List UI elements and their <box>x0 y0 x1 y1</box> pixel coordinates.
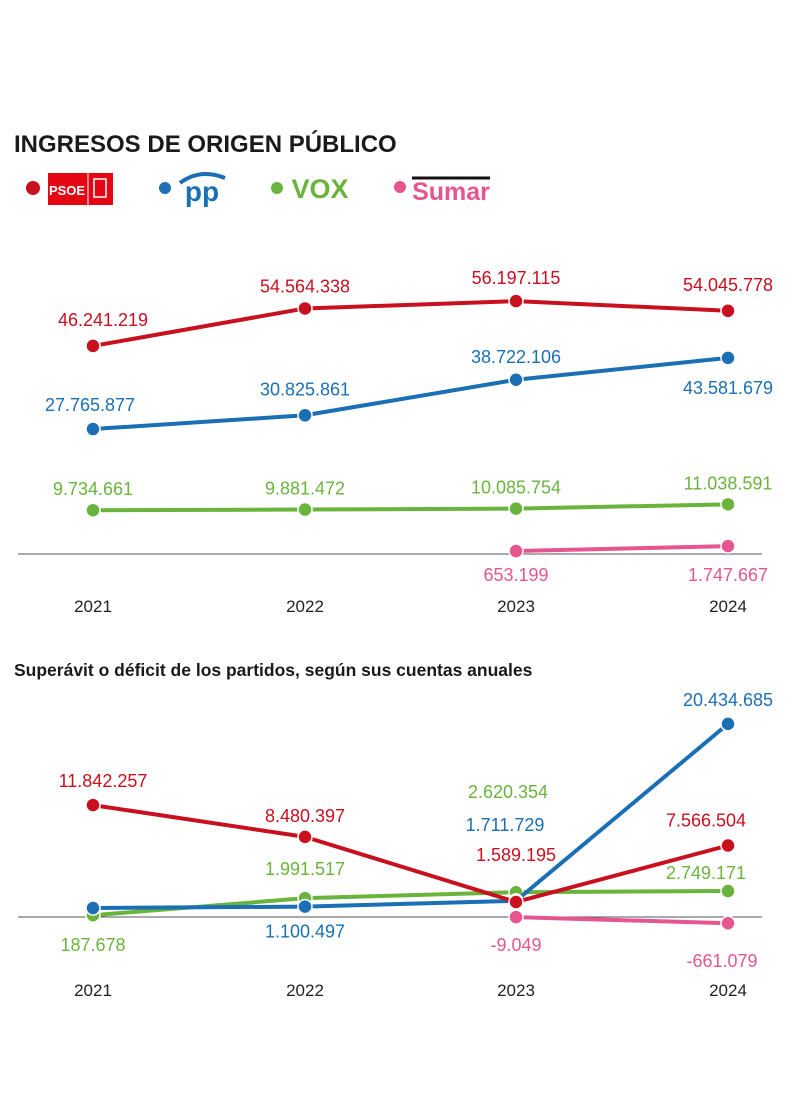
data-point-psoe <box>85 797 101 813</box>
data-label-pp: 20.434.685 <box>683 690 773 710</box>
data-point-sumar <box>508 543 524 559</box>
data-label-pp: 1.711.729 <box>466 815 545 835</box>
plot-1: 2021 2022 2023 2024 46.241.219 54.564.338 56.1… <box>18 268 773 616</box>
series-line-psoe <box>92 299 729 348</box>
x-tick-label: 2024 <box>709 981 747 1000</box>
x-tick-label: 2023 <box>497 981 535 1000</box>
series-line-vox <box>92 502 729 513</box>
data-label-psoe: 1.589.195 <box>476 845 556 865</box>
legend-pp: pp <box>159 172 226 207</box>
data-label-psoe: 46.241.219 <box>58 310 148 330</box>
data-label-vox: 9.881.472 <box>265 479 345 499</box>
data-label-vox: 1.991.517 <box>265 859 345 879</box>
data-label-vox: 9.734.661 <box>53 479 133 499</box>
sumar-logo-text: Sumar <box>412 178 490 206</box>
data-point-psoe <box>297 829 313 845</box>
series-line-pp <box>92 355 729 432</box>
data-point-vox <box>720 883 736 899</box>
x-tick-label: 2021 <box>74 981 112 1000</box>
data-label-pp: 27.765.877 <box>45 395 135 415</box>
data-label-vox: 187.678 <box>60 935 125 955</box>
legend-marker-vox <box>271 182 283 194</box>
data-label-vox: 2.620.354 <box>468 782 548 802</box>
data-label-vox: 11.038.591 <box>684 473 773 493</box>
data-label-vox: 2.749.171 <box>666 863 746 883</box>
data-point-sumar <box>720 915 736 931</box>
data-point-psoe <box>297 300 313 317</box>
data-point-psoe <box>508 894 524 910</box>
data-label-psoe: 7.566.504 <box>666 810 746 830</box>
data-point-sumar <box>720 538 736 554</box>
data-label-psoe: 11.842.257 <box>59 771 148 791</box>
data-point-pp <box>720 350 736 366</box>
data-label-pp: 43.581.679 <box>683 378 773 398</box>
data-label-pp: 1.100.497 <box>265 922 345 942</box>
data-label-psoe: 54.045.778 <box>683 275 773 295</box>
x-tick-label: 2022 <box>286 597 324 616</box>
data-point-vox <box>297 501 313 518</box>
legend-vox: VOX <box>271 174 349 204</box>
legend-sumar: Sumar <box>394 176 490 206</box>
pp-logo-text: pp <box>185 176 219 207</box>
data-point-psoe <box>85 338 101 354</box>
data-point-psoe <box>720 303 736 319</box>
series-line-sumar <box>515 915 729 926</box>
legend: PSOE pp VOX Sumar <box>26 172 490 207</box>
data-label-sumar: 653.199 <box>483 565 548 585</box>
data-point-pp <box>297 407 313 424</box>
data-point-psoe <box>720 837 736 854</box>
x-tick-label: 2021 <box>74 597 112 616</box>
data-point-pp <box>85 421 101 437</box>
plot-2: 2021 2022 2023 2024 11.842.257 8.480.397 1.589… <box>18 690 773 1000</box>
legend-psoe: PSOE <box>26 173 113 205</box>
psoe-logo-text: PSOE <box>49 183 85 198</box>
data-label-sumar: -661.079 <box>686 951 757 971</box>
data-point-pp <box>297 898 313 915</box>
data-point-pp <box>720 716 736 732</box>
series-line-psoe <box>92 803 729 904</box>
data-label-sumar: 1.747.667 <box>688 565 768 585</box>
data-point-vox <box>85 502 101 518</box>
data-label-psoe: 8.480.397 <box>265 806 345 826</box>
x-tick-label: 2022 <box>286 981 324 1000</box>
x-tick-label: 2023 <box>497 597 535 616</box>
data-point-sumar <box>508 909 524 925</box>
data-label-pp: 30.825.861 <box>260 379 350 399</box>
x-tick-label: 2024 <box>709 597 747 616</box>
data-label-sumar: -9.049 <box>490 935 541 955</box>
data-label-psoe: 56.197.115 <box>472 268 561 288</box>
data-point-psoe <box>508 293 524 309</box>
legend-marker-sumar <box>394 181 406 193</box>
legend-marker-pp <box>159 182 171 194</box>
data-label-vox: 10.085.754 <box>471 478 561 498</box>
chart-subtitle: Superávit o déficit de los partidos, seg… <box>14 660 533 680</box>
series-line-pp <box>92 722 730 911</box>
data-point-pp <box>85 900 101 916</box>
series-line-sumar <box>515 544 729 554</box>
data-point-vox <box>508 500 524 517</box>
data-point-pp <box>508 372 524 388</box>
pp-logo-arc <box>178 172 226 185</box>
chart-title: INGRESOS DE ORIGEN PÚBLICO <box>14 130 397 158</box>
data-label-pp: 38.722.106 <box>471 347 561 367</box>
data-label-psoe: 54.564.338 <box>260 276 350 296</box>
data-point-vox <box>720 496 736 513</box>
vox-logo-text: VOX <box>291 174 348 204</box>
legend-marker-psoe <box>26 181 40 195</box>
